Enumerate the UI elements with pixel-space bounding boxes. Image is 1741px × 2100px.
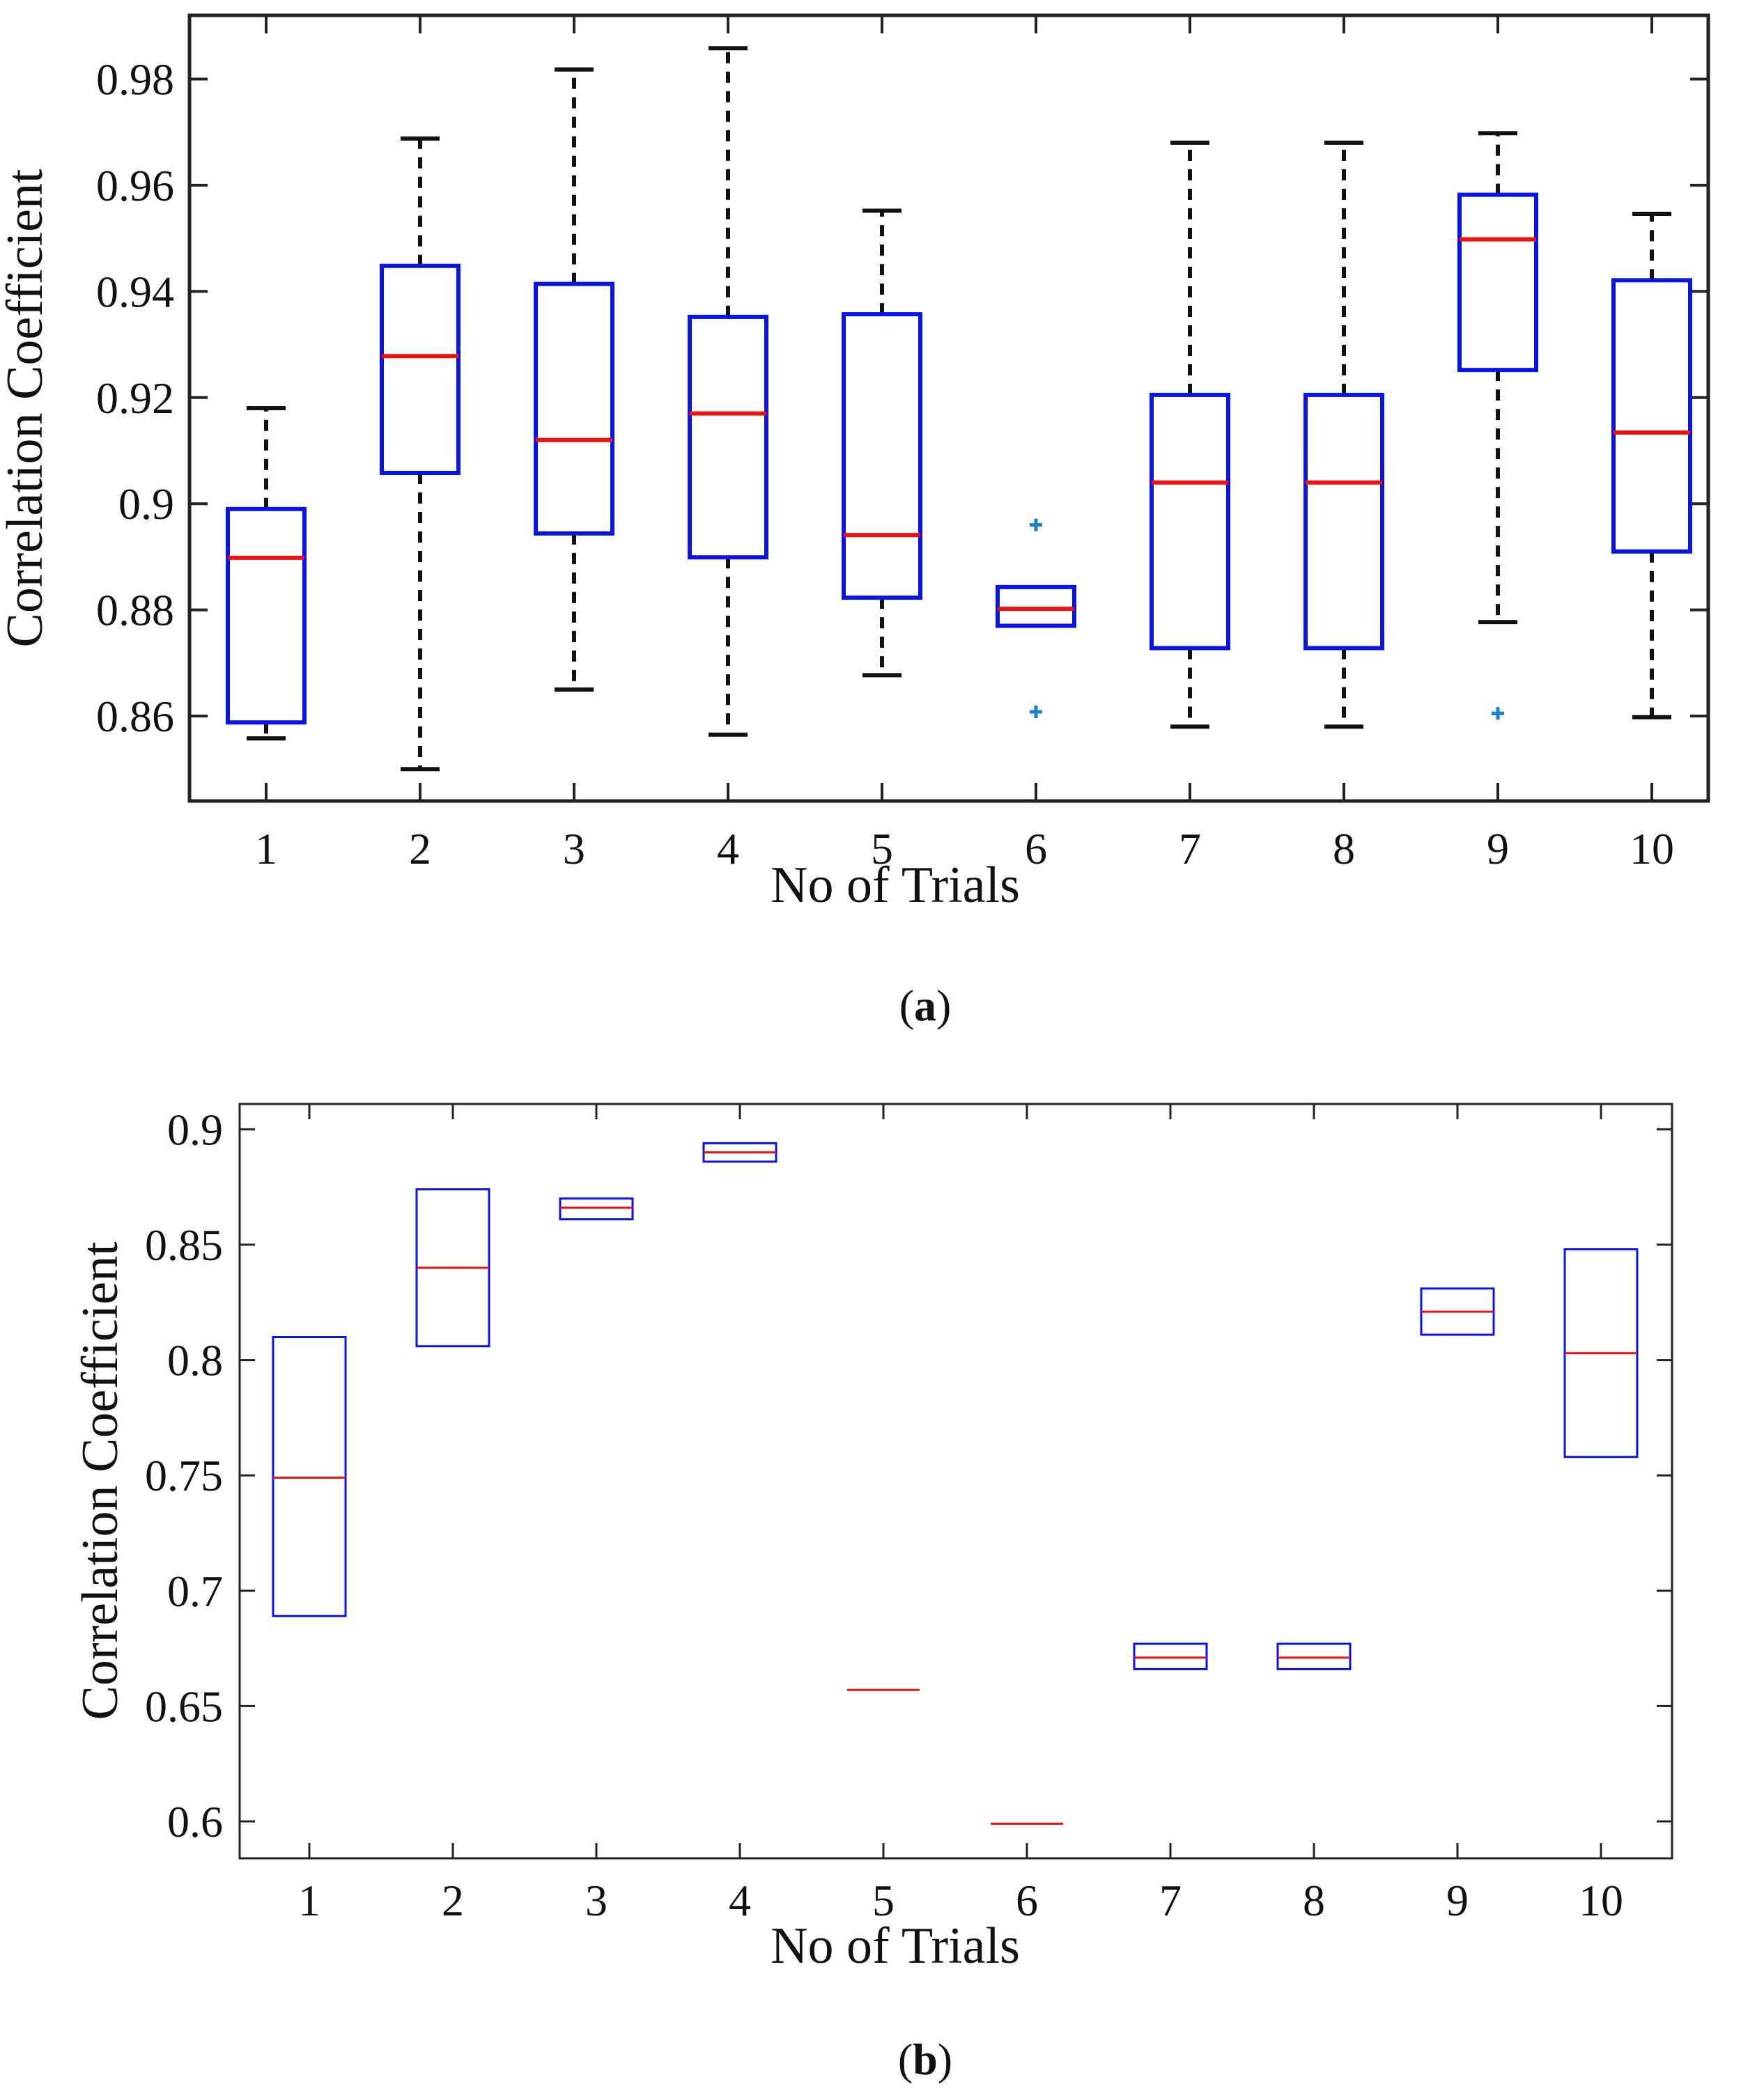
x-axis-title: No of Trials <box>771 1918 1020 1975</box>
y-tick-label: 0.6 <box>167 1797 223 1846</box>
y-tick-label: 0.86 <box>96 692 174 741</box>
y-tick-label: 0.96 <box>96 161 174 210</box>
y-tick-label: 0.75 <box>145 1451 223 1500</box>
box <box>559 1197 634 1221</box>
y-tick-label: 0.92 <box>96 373 174 423</box>
y-tick-label: 0.8 <box>167 1336 223 1385</box>
box <box>1276 1642 1352 1670</box>
box <box>688 314 768 560</box>
box <box>1611 278 1692 554</box>
box <box>272 1336 347 1617</box>
x-tick-label: 9 <box>1487 824 1509 873</box>
box-group-1 <box>226 406 307 741</box>
x-tick-label: 3 <box>585 1876 608 1925</box>
panel-a-chart: 0.86 0.88 0.9 0.92 0.94 0.96 0.98 1 2 3 4 5 6 7 8 9 10 No… <box>0 13 1710 1030</box>
box <box>1303 392 1384 651</box>
x-tick-label: 6 <box>1016 1876 1038 1925</box>
panel-b-chart: 0.6 0.65 0.7 0.75 0.8 0.85 0.9 1 2 3 4 5 6 7 8 9 10 No of… <box>72 1103 1673 2084</box>
x-tick-label: 2 <box>442 1876 464 1925</box>
y-tick-label: 0.9 <box>118 479 174 529</box>
box <box>534 281 614 536</box>
x-tick-label: 10 <box>1630 824 1674 873</box>
x-tick-label: 8 <box>1303 1876 1325 1925</box>
box <box>842 312 922 600</box>
box-group-2 <box>380 136 461 772</box>
box-group-3 <box>559 1197 634 1221</box>
box-group-8 <box>1276 1642 1352 1670</box>
box-group-10 <box>1611 212 1692 720</box>
x-tick-label: 5 <box>871 824 893 873</box>
y-tick-label: 0.94 <box>96 267 174 316</box>
box-group-2 <box>415 1188 490 1348</box>
x-tick-label: 4 <box>729 1876 751 1925</box>
box <box>226 506 307 725</box>
x-tick-label: 10 <box>1579 1876 1623 1925</box>
box <box>996 584 1076 628</box>
box-group-7 <box>1133 1642 1208 1670</box>
outlier-marker <box>1492 707 1504 720</box>
x-tick-label: 2 <box>409 824 431 873</box>
y-tick-label: 0.88 <box>96 586 174 635</box>
box <box>1150 392 1230 651</box>
y-tick-label: 0.7 <box>167 1566 223 1616</box>
panel-caption: (b) <box>898 2035 952 2084</box>
x-tick-label: 7 <box>1159 1876 1182 1925</box>
x-tick-label: 5 <box>872 1876 895 1925</box>
box-group-9 <box>1420 1287 1495 1336</box>
box-group-5 <box>842 208 922 678</box>
box <box>1133 1642 1208 1670</box>
y-tick-label: 0.65 <box>145 1681 223 1731</box>
x-tick-label: 9 <box>1446 1876 1469 1925</box>
outlier-marker <box>1030 518 1042 531</box>
x-axis-title: No of Trials <box>771 857 1020 914</box>
box-group-9 <box>1457 131 1538 720</box>
y-axis-title: Correlation Coefficient <box>0 169 54 647</box>
box-group-3 <box>534 67 614 692</box>
x-tick-label: 3 <box>563 824 585 873</box>
box-group-4 <box>688 46 768 737</box>
x-tick-label: 7 <box>1179 824 1201 873</box>
plot-frame <box>238 1103 1673 1860</box>
y-tick-label: 0.9 <box>167 1105 223 1154</box>
x-tick-label: 4 <box>717 824 739 873</box>
box-group-10 <box>1563 1248 1639 1459</box>
x-tick-label: 1 <box>255 824 277 873</box>
x-tick-label: 1 <box>298 1876 320 1925</box>
x-tick-label: 6 <box>1025 824 1047 873</box>
x-tick-label: 8 <box>1333 824 1355 873</box>
box-group-4 <box>702 1142 777 1163</box>
plot-frame <box>187 13 1710 803</box>
box-group-6 <box>996 518 1076 718</box>
box <box>380 263 461 475</box>
y-axis-title: Correlation Coefficient <box>72 1241 129 1720</box>
y-tick-label: 0.85 <box>145 1220 223 1270</box>
box-group-1 <box>272 1336 347 1617</box>
outlier-marker <box>1030 705 1042 718</box>
y-tick-label: 0.98 <box>96 54 174 104</box>
panel-caption: (a) <box>899 981 952 1030</box>
box-group-7 <box>1150 140 1230 729</box>
box <box>1457 192 1538 373</box>
box-group-8 <box>1303 140 1384 729</box>
